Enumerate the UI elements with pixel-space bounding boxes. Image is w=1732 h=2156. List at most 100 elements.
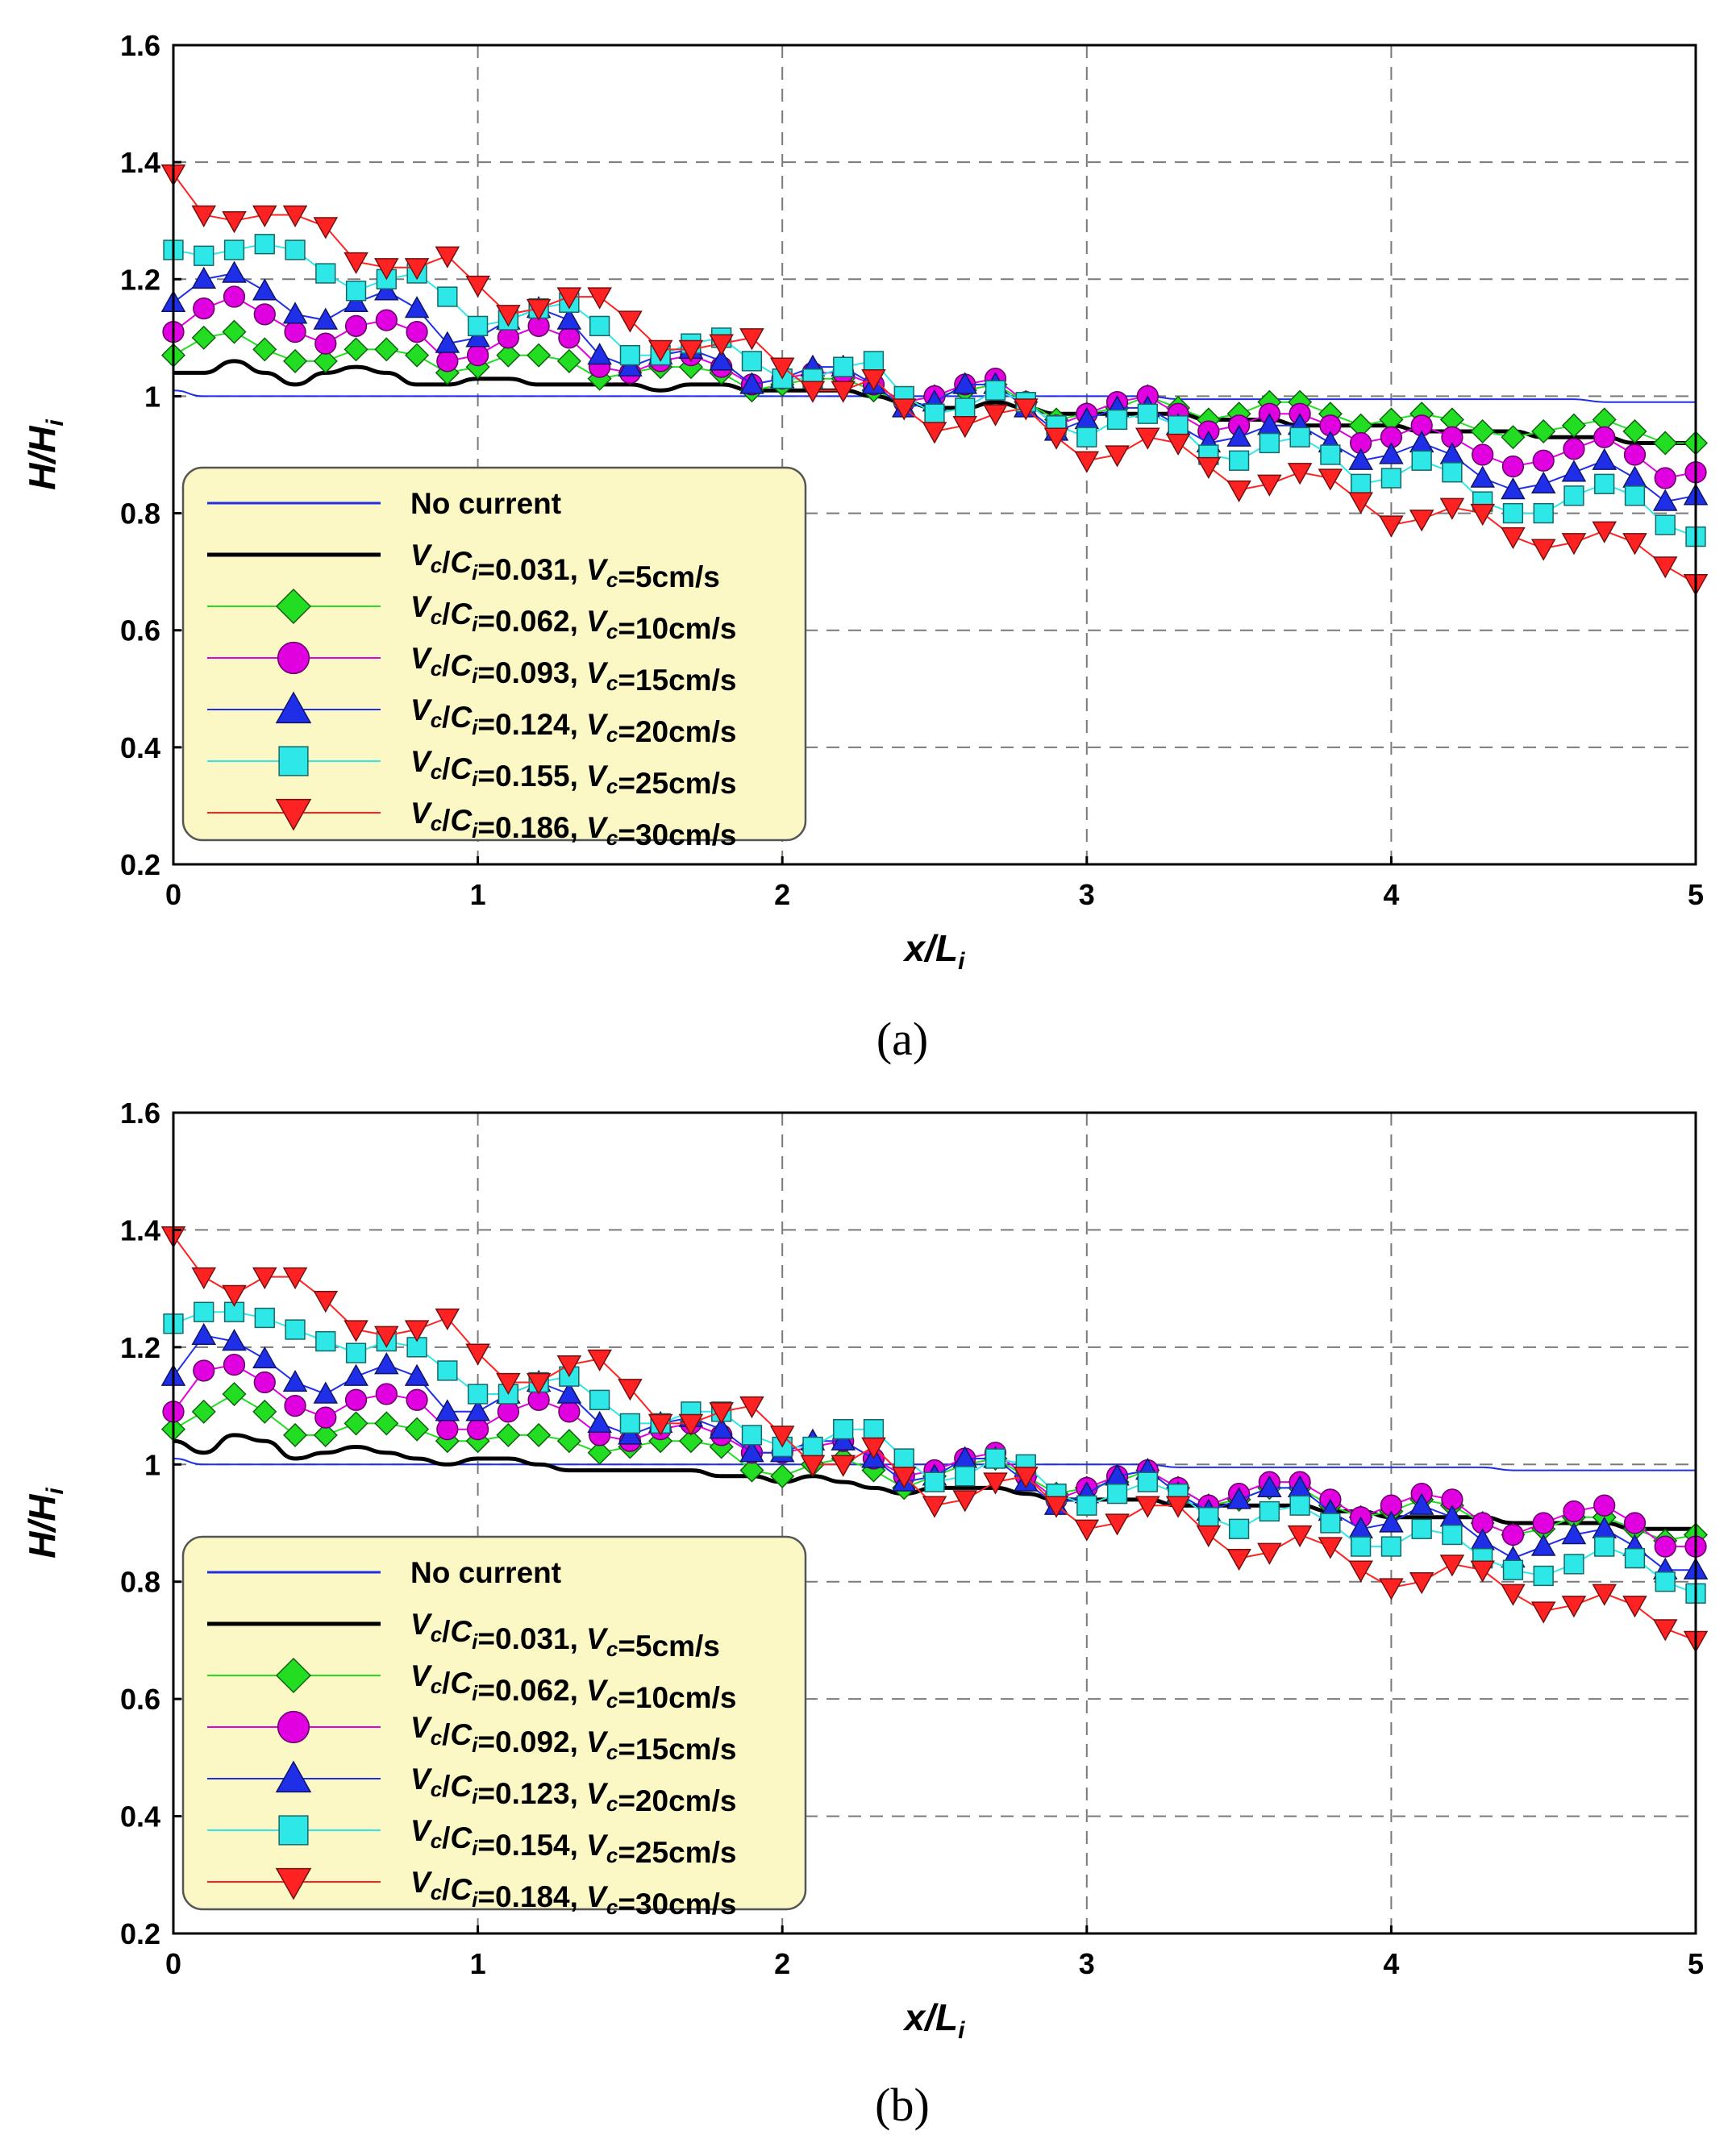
x-tick-label: 2 [774,878,790,911]
legend-item: Vc/Ci=0.124, Vc=20cm/s [207,691,736,748]
legend-marker [277,641,310,675]
data-point [252,1267,277,1290]
legend-label: Vc/Ci=0.092, Vc=15cm/s [410,1711,736,1766]
data-point [222,1329,247,1351]
data-point [374,1326,399,1348]
data-point [1622,418,1647,444]
data-point [587,1349,612,1371]
data-point [1013,1467,1039,1489]
data-point [1470,465,1495,488]
data-point [436,350,459,373]
data-point [1409,510,1434,532]
data-point [222,260,247,283]
data-point [1594,473,1615,494]
data-point [344,314,368,337]
data-point [465,275,490,298]
data-point [1472,443,1494,466]
x-tick-label: 3 [1079,878,1095,911]
x-tick-label: 4 [1383,878,1399,911]
data-point [466,1418,489,1441]
data-point [558,327,581,349]
data-point [465,1399,490,1421]
data-point [1533,1565,1554,1587]
data-point [253,1371,276,1394]
data-point [1439,497,1465,520]
data-point [1196,1525,1222,1548]
plot-frame [172,1111,1697,1935]
data-point [1501,455,1525,478]
chart-panel-b: 0 1 2 3 4 5 0.2 0.4 0.6 0.8 1 1.2 1.4 1.6 x/Li H/Hi (b) N… [0,1072,1732,2156]
data-point [1442,462,1463,483]
legend-item: Vc/Ci=0.062, Vc=10cm/s [207,588,736,645]
panel-label: (a) [876,1013,928,1065]
legend-item: Vc/Ci=0.031, Vc=5cm/s [207,1608,720,1663]
data-point [406,320,428,343]
data-point [496,1422,521,1447]
data-point [1501,1584,1526,1606]
data-point [313,217,339,239]
data-point [861,1437,886,1460]
data-point [1530,1534,1556,1556]
data-point [436,1418,459,1441]
y-tick-label: 1.4 [120,1213,160,1247]
data-point [1168,415,1189,436]
data-point [952,416,978,439]
data-point [618,354,643,377]
data-point [1135,427,1160,450]
y-tick-label: 1.2 [120,263,160,296]
data-point [1502,502,1524,524]
data-point [343,1363,368,1386]
legend-label: Vc/Ci=0.062, Vc=10cm/s [410,1659,736,1714]
y-tick-label: 0.2 [120,848,160,881]
data-point [191,1322,217,1345]
data-point [1165,433,1191,456]
data-point [254,1307,275,1329]
data-point [833,356,854,377]
data-point [1653,431,1678,456]
legend-label: Vc/Ci=0.031, Vc=5cm/s [410,539,720,593]
data-point [1076,427,1097,447]
data-point [193,297,215,320]
data-point [285,1319,306,1340]
data-point [1228,450,1250,471]
data-point [313,1422,338,1447]
data-point [467,1384,489,1405]
data-point [985,1448,1006,1469]
data-point [1259,1500,1280,1522]
data-point [1593,426,1616,448]
data-point [282,1267,308,1290]
data-point [222,1381,247,1407]
data-point [313,1381,339,1404]
data-point [222,319,247,344]
series-group [160,1226,1709,1653]
data-point [1165,1496,1191,1518]
data-point [1350,473,1372,494]
data-point [924,403,945,424]
data-point [343,337,368,362]
data-point [1409,1572,1434,1595]
data-point [739,372,764,394]
data-point [1411,1518,1432,1539]
data-point [800,1455,826,1477]
data-point [1501,1523,1525,1546]
legend-label: Vc/Ci=0.093, Vc=15cm/s [410,642,736,697]
data-point [497,327,519,349]
data-point [1074,451,1100,473]
legend-label: No current [410,487,561,520]
data-point [556,1355,582,1378]
data-point [1380,468,1402,489]
data-point [861,368,886,392]
data-point [465,1343,490,1366]
data-point [739,1396,764,1419]
x-tick-label: 0 [165,878,181,911]
data-point [558,1401,581,1423]
data-point [983,1472,1008,1495]
data-point [1561,460,1587,482]
legend-item: Vc/Ci=0.062, Vc=10cm/s [207,1657,736,1714]
data-point [741,351,763,372]
data-point [800,381,826,403]
data-point [496,305,521,327]
data-point [282,205,308,227]
data-point [526,298,552,322]
x-tick-label: 1 [470,878,486,911]
